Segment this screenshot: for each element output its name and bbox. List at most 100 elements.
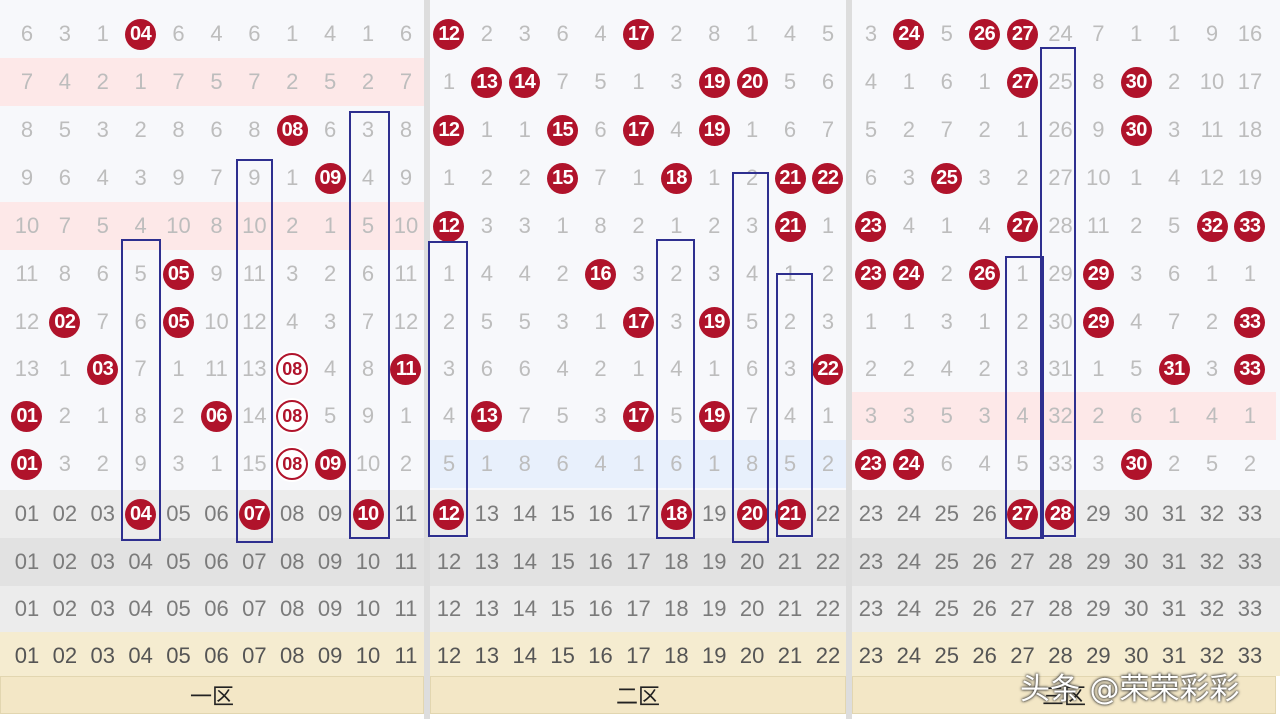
drawn-ball: 10 — [352, 498, 384, 530]
cell-r3-c15: 7 — [594, 165, 607, 190]
drawn-ball: 17 — [622, 114, 654, 146]
cell-r0-c27: 24 — [1048, 21, 1073, 46]
drawn-ball: 17 — [622, 306, 654, 338]
cell-r1-c7: 2 — [286, 69, 299, 94]
cell-r13-c6: 07 — [242, 643, 267, 668]
cell-r9-c23: 24 — [890, 440, 928, 488]
cell-r3-c14: 15 — [544, 154, 582, 202]
drawn-ball: 19 — [698, 306, 730, 338]
cell-r7-c7: 08 — [273, 345, 311, 393]
drawn-ball: 30 — [1120, 448, 1152, 480]
drawn-ball: 11 — [390, 353, 422, 385]
cell-r12-c19: 20 — [739, 596, 765, 621]
cell-r0-c25: 26 — [966, 10, 1004, 58]
cell-r7-c9: 8 — [361, 356, 375, 381]
cell-r9-c3: 9 — [134, 451, 147, 476]
cell-r11-c0: 01 — [14, 549, 40, 574]
cell-r6-c20: 2 — [783, 309, 797, 334]
cell-r5-c29: 3 — [1130, 261, 1143, 286]
cell-r1-c4: 7 — [172, 69, 185, 94]
cell-r3-c12: 2 — [480, 165, 493, 190]
cell-r4-c19: 3 — [746, 213, 759, 238]
cell-r6-c26: 2 — [1016, 309, 1029, 334]
drawn-ball: 04 — [125, 18, 157, 50]
drawn-ball: 21 — [774, 210, 806, 242]
cell-r0-c5: 4 — [210, 21, 223, 46]
drawn-ball: 13 — [471, 400, 503, 432]
cell-r6-c12: 5 — [480, 309, 493, 334]
cell-r7-c14: 4 — [556, 356, 569, 381]
cell-r13-c0: 01 — [14, 643, 40, 668]
cell-r8-c9: 9 — [361, 403, 375, 428]
cell-r3-c17: 18 — [657, 154, 695, 202]
cell-r8-c8: 5 — [324, 403, 337, 428]
cell-r12-c15: 16 — [588, 596, 613, 621]
cell-r6-c15: 1 — [594, 309, 607, 334]
cell-r8-c32: 1 — [1243, 403, 1257, 428]
cell-r7-c22: 2 — [864, 356, 878, 381]
cell-r7-c4: 1 — [172, 356, 185, 381]
cell-r8-c0: 01 — [8, 392, 46, 440]
cell-r8-c5: 06 — [198, 392, 236, 440]
drawn-ball: 30 — [1120, 66, 1152, 98]
drawn-ball: 09 — [314, 162, 346, 194]
cell-r3-c10: 9 — [399, 165, 413, 190]
cell-r0-c10: 6 — [399, 21, 413, 46]
cell-r13-c28: 29 — [1086, 643, 1111, 668]
cell-r5-c3: 5 — [134, 261, 147, 286]
cell-r2-c8: 6 — [324, 117, 337, 142]
cell-r11-c2: 03 — [90, 549, 115, 574]
cell-r2-c23: 2 — [902, 117, 915, 142]
cell-r1-c27: 25 — [1048, 69, 1073, 94]
cell-r11-c21: 22 — [815, 549, 841, 574]
cell-r6-c24: 3 — [940, 309, 953, 334]
cell-r4-c24: 1 — [940, 213, 953, 238]
cell-r6-c8: 3 — [324, 309, 337, 334]
cell-r3-c3: 3 — [134, 165, 147, 190]
cell-r2-c14: 15 — [544, 106, 582, 154]
cell-r10-c20: 21 — [771, 490, 809, 538]
cell-r3-c13: 2 — [518, 165, 531, 190]
repeat-ball: 08 — [276, 448, 309, 480]
cell-r0-c3: 04 — [122, 10, 160, 58]
cell-r12-c9: 10 — [355, 596, 381, 621]
cell-r4-c3: 4 — [134, 213, 147, 238]
cell-r2-c10: 8 — [399, 117, 413, 142]
cell-r12-c32: 33 — [1237, 596, 1263, 621]
drawn-ball: 29 — [1082, 306, 1114, 338]
cell-r7-c10: 11 — [387, 345, 425, 393]
cell-r5-c13: 4 — [518, 261, 531, 286]
cell-r1-c10: 7 — [399, 69, 413, 94]
cell-r0-c23: 24 — [890, 10, 928, 58]
cell-r13-c16: 17 — [626, 643, 651, 668]
cell-r2-c29: 30 — [1117, 106, 1155, 154]
cell-r11-c9: 10 — [355, 549, 381, 574]
cell-r11-c30: 31 — [1161, 549, 1187, 574]
cell-r1-c18: 19 — [695, 58, 733, 106]
cell-r3-c11: 1 — [442, 165, 456, 190]
cell-r5-c2: 6 — [96, 261, 109, 286]
cell-r3-c7: 1 — [286, 165, 299, 190]
cell-r1-c0: 7 — [20, 69, 34, 94]
cell-r8-c24: 5 — [940, 403, 953, 428]
cell-r12-c27: 28 — [1048, 596, 1073, 621]
cell-r1-c17: 3 — [670, 69, 683, 94]
cell-r2-c2: 3 — [96, 117, 109, 142]
cell-r0-c2: 1 — [96, 21, 109, 46]
cell-r2-c13: 1 — [518, 117, 531, 142]
cell-r10-c23: 24 — [896, 501, 922, 526]
cell-r6-c17: 3 — [670, 309, 683, 334]
cell-r9-c29: 30 — [1117, 440, 1155, 488]
cell-r0-c29: 1 — [1130, 21, 1143, 46]
watermark: 头条 @荣荣彩彩 — [1020, 672, 1240, 707]
cell-r13-c10: 11 — [394, 643, 418, 668]
cell-r12-c31: 32 — [1199, 596, 1225, 621]
cell-r10-c25: 26 — [972, 501, 997, 526]
drawn-ball: 27 — [1007, 66, 1039, 98]
drawn-ball: 17 — [622, 400, 654, 432]
cell-r8-c31: 4 — [1205, 403, 1219, 428]
cell-r4-c28: 11 — [1086, 213, 1110, 238]
cell-r2-c28: 9 — [1092, 117, 1105, 142]
cell-r11-c7: 08 — [280, 549, 305, 574]
cell-r12-c30: 31 — [1161, 596, 1187, 621]
